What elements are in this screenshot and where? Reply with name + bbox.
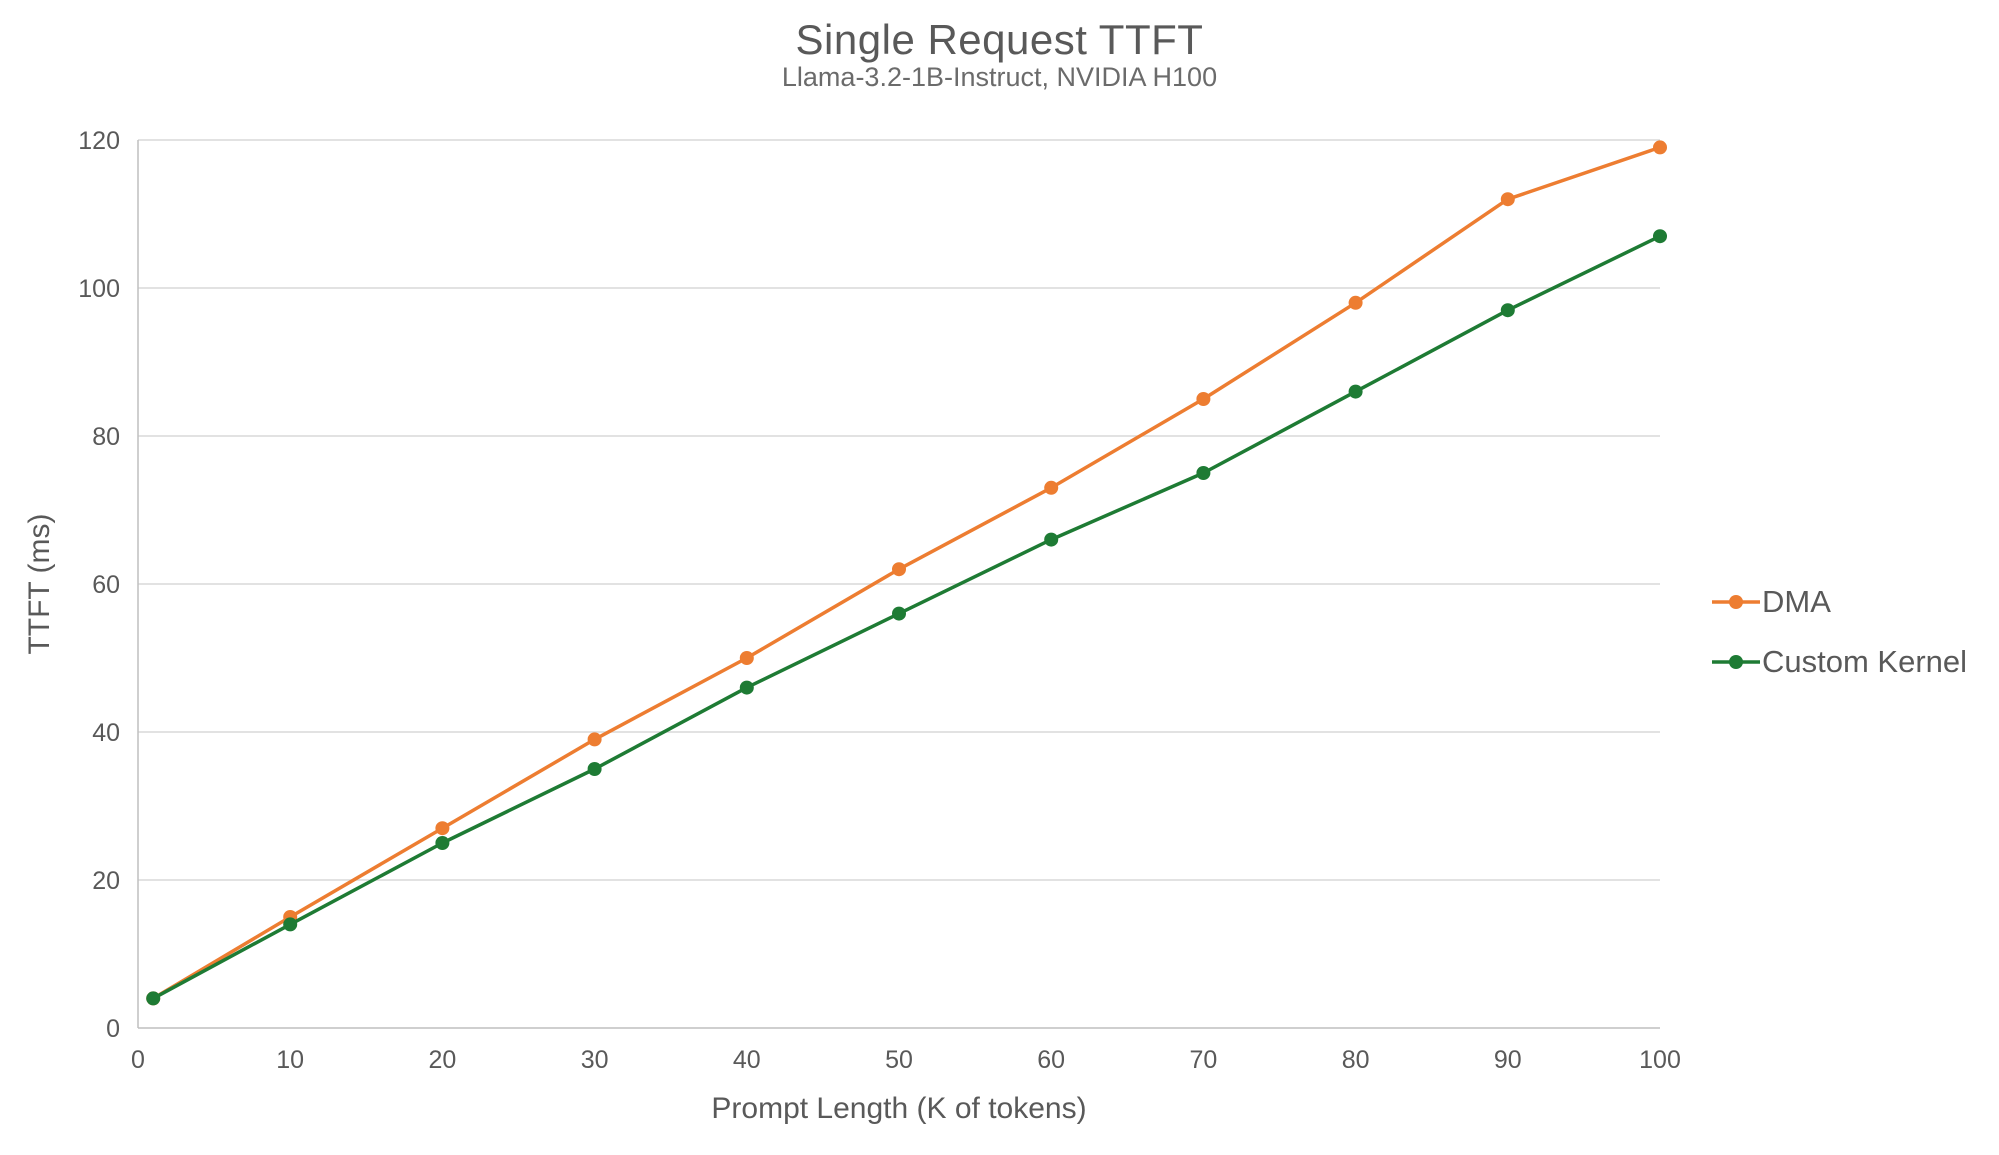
data-point-custom-kernel-x10	[283, 917, 298, 932]
data-point-custom-kernel-x20	[435, 836, 450, 850]
x-tick-label-100: 100	[1639, 1046, 1681, 1074]
data-point-dma-x80	[1348, 295, 1363, 310]
data-point-dma-x40	[739, 651, 754, 665]
legend-item-dma: DMA	[1712, 584, 1967, 620]
data-point-custom-kernel-x40	[739, 680, 754, 695]
x-tick-label-40: 40	[733, 1046, 761, 1074]
x-tick-label-0: 0	[131, 1046, 145, 1074]
legend-label-custom-kernel: Custom Kernel	[1762, 644, 1968, 679]
x-axis-title: Prompt Length (K of tokens)	[711, 1092, 1087, 1125]
chart-subtitle: Llama-3.2-1B-Instruct, NVIDIA H100	[781, 62, 1218, 92]
chart-title: Single Request TTFT	[795, 16, 1204, 63]
data-point-custom-kernel-x100	[1653, 229, 1667, 244]
data-point-custom-kernel-x70	[1196, 466, 1211, 480]
data-point-custom-kernel-x80	[1348, 384, 1363, 399]
series-line-custom-kernel	[151, 234, 1662, 1001]
data-point-dma-x60	[1044, 480, 1059, 495]
y-tick-label-120: 120	[78, 127, 120, 155]
y-tick-label-60: 60	[92, 571, 120, 599]
data-point-custom-kernel-x60	[1044, 532, 1059, 547]
data-point-custom-kernel-x1	[146, 991, 161, 1006]
x-tick-label-50: 50	[885, 1046, 913, 1074]
data-point-dma-x90	[1500, 192, 1515, 207]
data-point-dma-x20	[435, 821, 450, 836]
x-tick-label-10: 10	[276, 1046, 304, 1074]
x-tick-label-90: 90	[1494, 1046, 1522, 1074]
legend-marker-custom-kernel	[1712, 655, 1760, 669]
y-tick-label-0: 0	[106, 1015, 120, 1043]
legend-item-custom-kernel: Custom Kernel	[1712, 644, 1967, 680]
series-line-dma	[151, 145, 1662, 1001]
x-tick-label-30: 30	[581, 1046, 609, 1074]
y-axis-title: TTFT (ms)	[23, 513, 56, 655]
data-point-custom-kernel-x50	[892, 606, 906, 621]
data-point-custom-kernel-x30	[587, 762, 602, 776]
data-point-dma-x50	[892, 562, 906, 577]
data-point-dma-x100	[1653, 140, 1667, 155]
legend: DMA Custom Kernel	[1712, 584, 1967, 680]
x-tick-label-20: 20	[428, 1046, 456, 1074]
y-tick-label-80: 80	[92, 423, 120, 451]
y-tick-label-40: 40	[92, 719, 120, 747]
y-tick-label-100: 100	[78, 275, 120, 303]
data-point-dma-x70	[1196, 392, 1211, 406]
data-point-dma-x30	[587, 732, 602, 747]
x-tick-label-80: 80	[1342, 1046, 1370, 1074]
x-tick-label-70: 70	[1189, 1046, 1217, 1074]
legend-marker-dma	[1712, 595, 1760, 609]
data-point-custom-kernel-x90	[1500, 303, 1515, 318]
legend-label-dma: DMA	[1762, 584, 1831, 619]
y-tick-label-20: 20	[92, 867, 120, 895]
x-tick-label-60: 60	[1037, 1046, 1065, 1074]
